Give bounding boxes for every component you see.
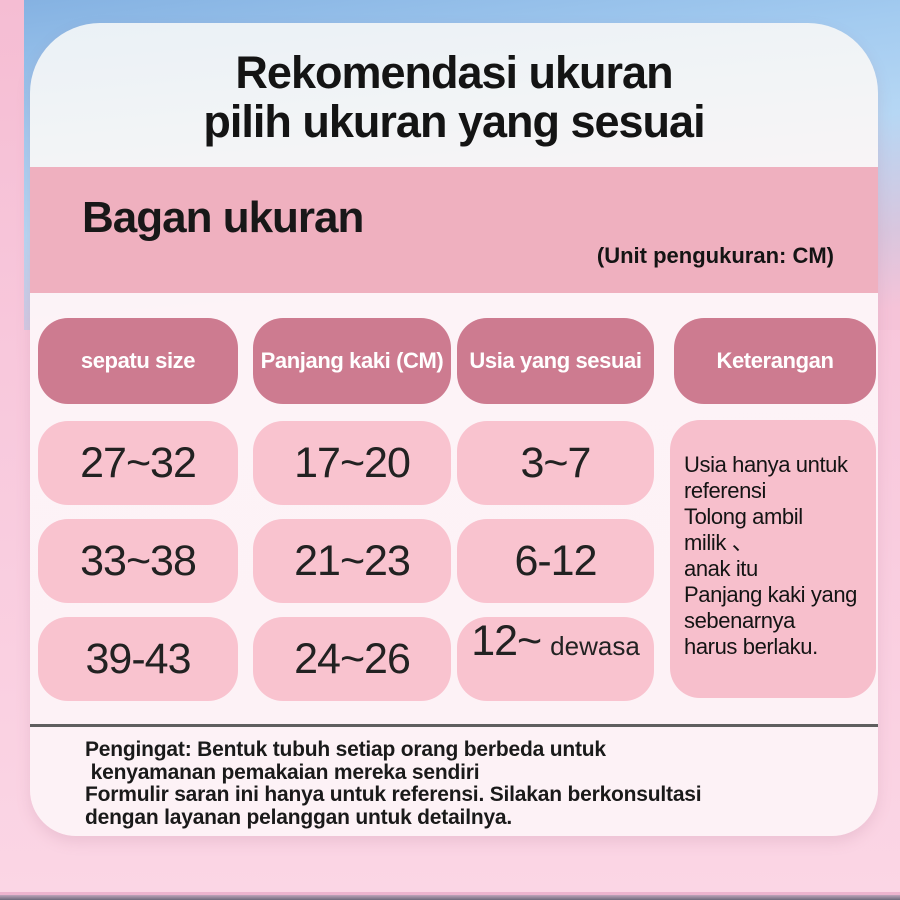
cell-usia-row3: 12~ dewasa bbox=[457, 617, 654, 701]
column-header-sepatu-size: sepatu size bbox=[38, 318, 238, 404]
cell-panjang-kaki-row1: 17~20 bbox=[253, 421, 451, 505]
cell-usia-row2: 6-12 bbox=[457, 519, 654, 603]
footer-note: Pengingat: Bentuk tubuh setiap orang ber… bbox=[85, 738, 702, 829]
cell-panjang-kaki-row2: 21~23 bbox=[253, 519, 451, 603]
page-title: Rekomendasi ukuran pilih ukuran yang ses… bbox=[203, 47, 705, 147]
cell-panjang-kaki-row3: 24~26 bbox=[253, 617, 451, 701]
section-title: Bagan ukuran bbox=[82, 193, 364, 242]
cell-sepatu-size-row1: 27~32 bbox=[38, 421, 238, 505]
column-header-usia: Usia yang sesuai bbox=[457, 318, 654, 404]
bottom-accent-line bbox=[0, 892, 900, 895]
unit-note: (Unit pengukuran: CM) bbox=[596, 243, 834, 268]
footer-divider bbox=[30, 724, 878, 727]
keterangan-text: Usia hanya untuk referensi Tolong ambil … bbox=[684, 452, 857, 659]
bottom-edge-line bbox=[0, 895, 900, 900]
column-header-keterangan: Keterangan bbox=[674, 318, 876, 404]
cell-keterangan: Usia hanya untuk referensi Tolong ambil … bbox=[670, 420, 876, 698]
cell-sepatu-size-row3: 39-43 bbox=[38, 617, 238, 701]
cell-usia-row3-value: 12~ bbox=[471, 617, 542, 665]
cell-usia-row1: 3~7 bbox=[457, 421, 654, 505]
cell-usia-row3-suffix: dewasa bbox=[550, 631, 640, 661]
cell-sepatu-size-row2: 33~38 bbox=[38, 519, 238, 603]
column-header-panjang-kaki: Panjang kaki (CM) bbox=[253, 318, 451, 404]
section-header-band: Bagan ukuran (Unit pengukuran: CM) bbox=[30, 167, 878, 293]
